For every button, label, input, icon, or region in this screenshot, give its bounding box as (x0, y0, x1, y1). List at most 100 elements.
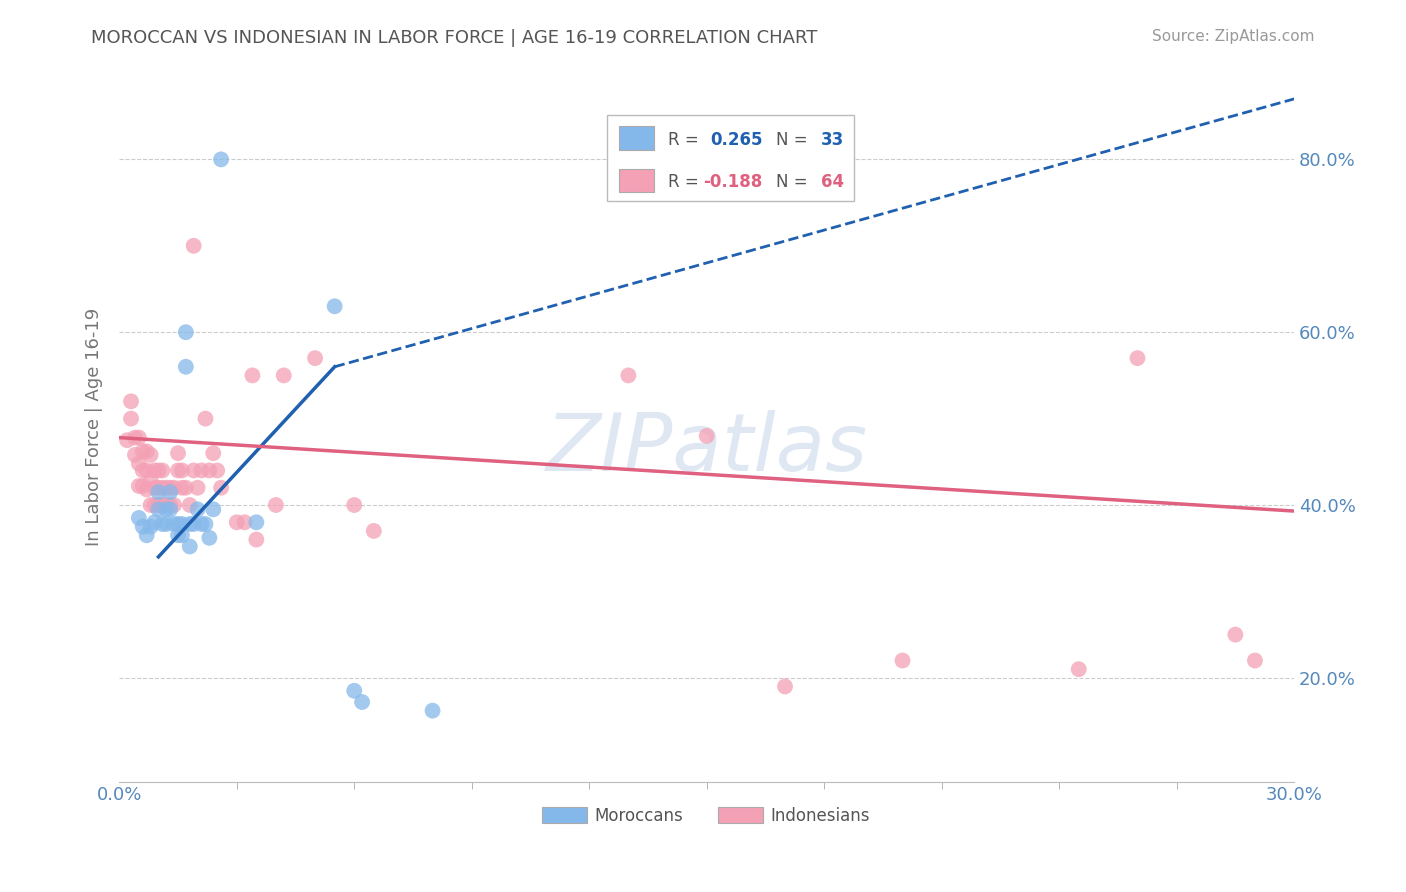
Point (304, 351, 326, 365)
Text: ZIPatlas: ZIPatlas (546, 409, 868, 488)
Point (148, 485, 170, 500)
Point (174, 359, 197, 374)
Point (139, 474, 162, 488)
Point (179, 540, 201, 554)
Point (128, 431, 150, 445)
Text: Source: ZipAtlas.com: Source: ZipAtlas.com (1152, 29, 1315, 44)
Point (696, 429, 718, 443)
Point (143, 481, 166, 495)
Point (202, 502, 225, 516)
Point (323, 299, 346, 313)
Text: Indonesians: Indonesians (770, 806, 870, 824)
Point (115, 434, 138, 448)
Point (617, 368, 640, 383)
FancyBboxPatch shape (718, 807, 763, 822)
Point (150, 498, 173, 512)
Text: MOROCCAN VS INDONESIAN IN LABOR FORCE | AGE 16-19 CORRELATION CHART: MOROCCAN VS INDONESIAN IN LABOR FORCE | … (91, 29, 818, 46)
Point (167, 446, 190, 460)
Text: 64: 64 (821, 173, 844, 192)
Point (159, 485, 181, 500)
Point (167, 528, 190, 542)
Point (170, 463, 193, 477)
Point (190, 516, 212, 531)
Point (183, 239, 205, 253)
Point (225, 516, 247, 530)
Point (128, 511, 150, 525)
Point (170, 528, 193, 542)
Y-axis label: In Labor Force | Age 16-19: In Labor Force | Age 16-19 (86, 308, 103, 547)
Point (155, 516, 177, 531)
Point (120, 411, 142, 425)
Point (143, 516, 166, 530)
Point (163, 481, 186, 495)
Point (128, 457, 150, 471)
Point (167, 463, 190, 477)
Point (135, 483, 157, 497)
Point (343, 683, 366, 698)
Point (422, 704, 444, 718)
Point (179, 498, 201, 512)
FancyBboxPatch shape (619, 169, 654, 193)
Text: Moroccans: Moroccans (593, 806, 683, 824)
Point (148, 502, 170, 516)
FancyBboxPatch shape (607, 115, 853, 201)
Point (245, 533, 267, 547)
Text: 0.265: 0.265 (710, 131, 762, 149)
Text: N =: N = (776, 131, 813, 149)
Point (163, 516, 186, 531)
Point (159, 498, 181, 512)
Point (242, 368, 264, 383)
Point (891, 654, 914, 668)
Point (343, 498, 366, 512)
Point (128, 479, 150, 493)
Point (233, 516, 256, 530)
Point (139, 498, 162, 512)
Point (363, 524, 385, 538)
Point (190, 463, 212, 477)
Point (773, 680, 796, 694)
Point (132, 479, 155, 493)
Point (132, 463, 155, 477)
Point (202, 446, 225, 460)
Text: R =: R = (668, 131, 704, 149)
Point (174, 325, 197, 339)
Point (1067, 662, 1090, 676)
Point (245, 516, 267, 530)
Point (148, 498, 170, 512)
Point (183, 463, 205, 477)
Point (209, 481, 232, 495)
Point (150, 481, 173, 495)
Point (187, 502, 209, 516)
Text: -0.188: -0.188 (703, 173, 762, 192)
Point (135, 528, 157, 542)
Point (148, 463, 170, 477)
Point (135, 463, 157, 477)
Point (150, 463, 173, 477)
Point (150, 516, 173, 531)
Point (194, 516, 217, 531)
Point (205, 463, 228, 477)
Point (170, 516, 193, 531)
Point (198, 531, 221, 545)
Point (209, 153, 232, 167)
FancyBboxPatch shape (543, 807, 586, 822)
Point (132, 519, 155, 533)
Point (273, 368, 295, 383)
Text: R =: R = (668, 173, 704, 192)
Point (167, 516, 190, 531)
Point (132, 444, 155, 458)
Point (143, 463, 166, 477)
Point (120, 394, 142, 409)
Point (159, 502, 181, 516)
Point (124, 448, 146, 462)
Point (139, 448, 162, 462)
Text: N =: N = (776, 173, 813, 192)
Point (194, 411, 217, 425)
Point (159, 481, 181, 495)
Point (1225, 627, 1247, 641)
Point (264, 498, 287, 512)
Point (139, 519, 162, 533)
Point (163, 498, 186, 512)
Point (143, 498, 166, 512)
Point (179, 516, 201, 531)
